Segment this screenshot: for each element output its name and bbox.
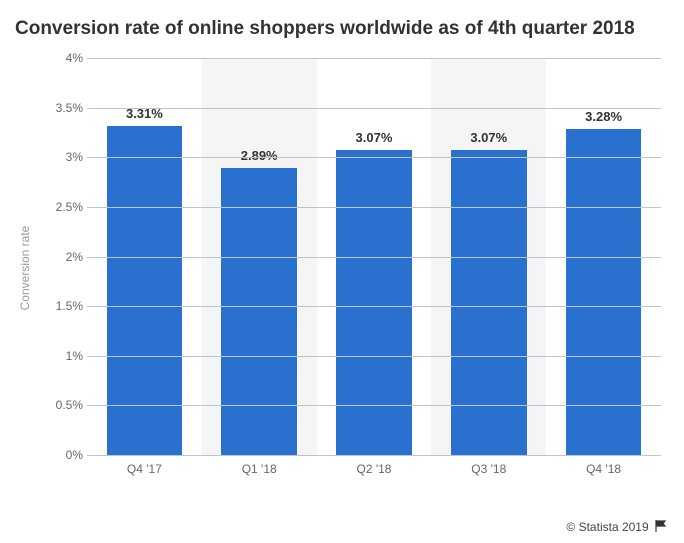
gridline: [87, 405, 661, 406]
bar-value-label: 3.28%: [585, 109, 622, 124]
x-axis-ticks: Q4 '17Q1 '18Q2 '18Q3 '18Q4 '18: [87, 456, 661, 478]
gridline: [87, 257, 661, 258]
x-tick-label: Q4 '18: [546, 456, 661, 478]
y-tick-label: 2.5%: [43, 200, 83, 214]
y-tick-label: 2%: [43, 250, 83, 264]
y-tick-label: 1.5%: [43, 299, 83, 313]
y-tick-label: 0%: [43, 448, 83, 462]
bar-value-label: 3.07%: [356, 130, 393, 145]
gridline: [87, 207, 661, 208]
plot-area: Conversion rate 3.31%2.89%3.07%3.07%3.28…: [43, 58, 669, 478]
y-tick-label: 1%: [43, 349, 83, 363]
chart-container: Conversion rate of online shoppers world…: [0, 0, 684, 543]
bar: 3.07%: [336, 150, 412, 455]
x-tick-label: Q2 '18: [317, 456, 432, 478]
x-tick-label: Q1 '18: [202, 456, 317, 478]
bar-value-label: 3.07%: [470, 130, 507, 145]
x-tick-label: Q4 '17: [87, 456, 202, 478]
gridline: [87, 157, 661, 158]
gridline: [87, 108, 661, 109]
y-axis-label: Conversion rate: [18, 226, 32, 311]
x-tick-label: Q3 '18: [431, 456, 546, 478]
bar: 2.89%: [221, 168, 297, 455]
y-tick-label: 4%: [43, 51, 83, 65]
gridline: [87, 356, 661, 357]
bar-value-label: 2.89%: [241, 148, 278, 163]
attribution: © Statista 2019: [566, 520, 669, 535]
flag-icon: [655, 520, 669, 535]
gridline: [87, 58, 661, 59]
bar: 3.07%: [451, 150, 527, 455]
attribution-text: © Statista 2019: [566, 520, 648, 534]
gridline: [87, 306, 661, 307]
bar-value-label: 3.31%: [126, 106, 163, 121]
y-tick-label: 0.5%: [43, 398, 83, 412]
y-tick-label: 3%: [43, 150, 83, 164]
plot: 3.31%2.89%3.07%3.07%3.28% 0%0.5%1%1.5%2%…: [87, 58, 661, 456]
y-tick-label: 3.5%: [43, 101, 83, 115]
chart-title: Conversion rate of online shoppers world…: [15, 18, 669, 40]
